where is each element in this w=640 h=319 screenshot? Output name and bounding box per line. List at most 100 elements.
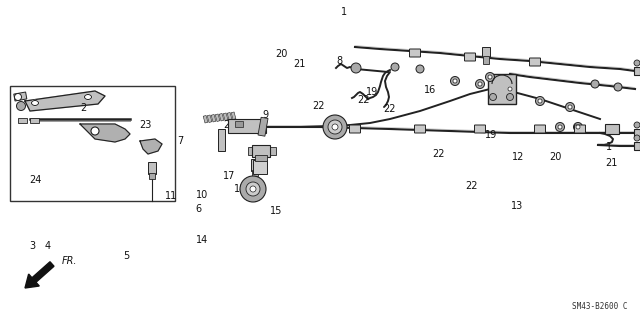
Circle shape (486, 72, 495, 81)
Bar (215, 114, 220, 122)
Circle shape (490, 93, 497, 100)
Text: 19: 19 (485, 130, 498, 140)
Text: 1: 1 (341, 7, 348, 17)
Bar (30, 118, 39, 123)
Text: 21: 21 (605, 158, 618, 168)
Circle shape (416, 65, 424, 73)
Text: 15: 15 (270, 206, 283, 216)
Bar (252, 145, 270, 157)
Circle shape (91, 127, 99, 135)
Circle shape (240, 176, 266, 202)
FancyArrow shape (25, 262, 54, 288)
Bar (231, 112, 236, 120)
Circle shape (591, 80, 599, 88)
Bar (228, 119, 266, 133)
Text: 6: 6 (195, 204, 202, 214)
Bar (268, 147, 276, 155)
Ellipse shape (31, 100, 38, 106)
Circle shape (332, 124, 338, 130)
Text: 16: 16 (424, 85, 436, 95)
Bar (10, 86, 175, 201)
Bar (248, 147, 256, 155)
FancyBboxPatch shape (474, 125, 486, 133)
Circle shape (634, 60, 640, 66)
Text: 7: 7 (177, 136, 184, 146)
Text: 22: 22 (383, 104, 396, 114)
Circle shape (566, 102, 575, 112)
Circle shape (488, 75, 492, 79)
Text: 10: 10 (196, 190, 209, 200)
Polygon shape (80, 124, 130, 142)
Circle shape (391, 63, 399, 71)
Text: 24: 24 (29, 175, 42, 185)
Circle shape (634, 122, 640, 128)
Bar (252, 170, 258, 176)
Polygon shape (140, 139, 162, 154)
Circle shape (634, 135, 640, 141)
Text: 21: 21 (293, 59, 306, 70)
Circle shape (478, 82, 482, 86)
Text: 5: 5 (124, 251, 130, 261)
Text: 22: 22 (312, 101, 325, 111)
Bar (207, 115, 212, 122)
Circle shape (536, 97, 545, 106)
Circle shape (323, 115, 347, 139)
Circle shape (451, 77, 460, 85)
Bar (18, 118, 27, 123)
Text: 1: 1 (606, 142, 612, 152)
Circle shape (351, 63, 361, 73)
Circle shape (15, 93, 22, 100)
Circle shape (453, 79, 457, 83)
FancyBboxPatch shape (465, 53, 476, 61)
Bar (211, 115, 216, 122)
Text: 20: 20 (275, 48, 288, 59)
Circle shape (476, 79, 484, 88)
Bar (148, 162, 156, 174)
Circle shape (573, 122, 582, 131)
Circle shape (506, 93, 513, 100)
Circle shape (538, 99, 542, 103)
Text: 23: 23 (140, 120, 152, 130)
Bar (218, 129, 225, 151)
Bar (14, 92, 27, 101)
Text: 11: 11 (165, 191, 178, 201)
Circle shape (17, 101, 26, 110)
Text: 18: 18 (234, 184, 246, 194)
Circle shape (556, 122, 564, 131)
Text: 23: 23 (223, 120, 236, 130)
FancyBboxPatch shape (534, 125, 545, 133)
FancyBboxPatch shape (349, 125, 360, 133)
Bar (203, 115, 208, 123)
Bar (227, 113, 232, 120)
Ellipse shape (84, 94, 92, 100)
FancyBboxPatch shape (529, 58, 541, 66)
Text: 2: 2 (80, 103, 86, 113)
Circle shape (508, 87, 512, 91)
Text: SM43-B2600 C: SM43-B2600 C (573, 302, 628, 311)
Text: 4: 4 (45, 241, 51, 251)
Polygon shape (25, 91, 105, 111)
Bar (235, 121, 243, 127)
FancyBboxPatch shape (410, 49, 420, 57)
Bar (251, 159, 259, 171)
Text: 22: 22 (432, 149, 445, 159)
Bar (634, 67, 640, 75)
Text: FR.: FR. (62, 256, 77, 266)
Text: 22: 22 (357, 94, 370, 105)
FancyBboxPatch shape (415, 125, 426, 133)
Circle shape (614, 83, 622, 91)
Circle shape (568, 105, 572, 109)
Bar (634, 129, 640, 137)
Text: 12: 12 (512, 152, 525, 162)
Text: 17: 17 (223, 171, 236, 181)
Circle shape (558, 125, 562, 129)
Bar (258, 117, 268, 136)
Text: 8: 8 (336, 56, 342, 66)
Bar (483, 56, 489, 64)
Text: 13: 13 (511, 201, 524, 211)
Text: 22: 22 (465, 181, 477, 191)
Circle shape (576, 125, 580, 129)
Bar (223, 113, 228, 121)
Text: 3: 3 (29, 241, 35, 251)
Bar (605, 124, 619, 134)
